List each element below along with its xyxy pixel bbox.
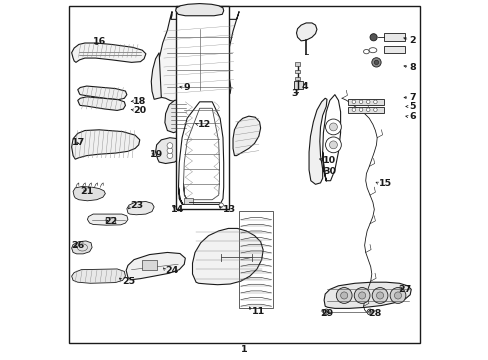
Text: 1: 1 xyxy=(241,345,247,354)
Circle shape xyxy=(389,288,405,303)
Text: 5: 5 xyxy=(408,102,415,111)
Text: 14: 14 xyxy=(171,205,184,214)
Polygon shape xyxy=(78,97,125,111)
Text: 19: 19 xyxy=(149,150,163,159)
Polygon shape xyxy=(126,202,154,215)
Circle shape xyxy=(340,292,347,299)
Polygon shape xyxy=(72,130,140,159)
Polygon shape xyxy=(151,53,161,99)
Bar xyxy=(295,77,299,80)
Circle shape xyxy=(219,203,223,207)
Bar xyxy=(239,211,273,308)
Bar xyxy=(347,99,383,105)
Circle shape xyxy=(373,108,376,112)
Bar xyxy=(106,217,115,223)
Circle shape xyxy=(167,143,172,148)
Circle shape xyxy=(373,60,378,64)
Circle shape xyxy=(373,100,376,104)
Text: 10: 10 xyxy=(323,156,336,165)
Circle shape xyxy=(368,311,371,314)
Circle shape xyxy=(325,137,341,153)
Polygon shape xyxy=(73,186,105,201)
Bar xyxy=(142,260,156,270)
Text: 6: 6 xyxy=(408,112,415,121)
Circle shape xyxy=(366,309,372,315)
Polygon shape xyxy=(72,43,145,62)
Polygon shape xyxy=(233,116,260,156)
Polygon shape xyxy=(72,269,125,283)
Circle shape xyxy=(359,100,362,104)
Circle shape xyxy=(369,34,376,41)
Text: 20: 20 xyxy=(133,105,146,114)
Polygon shape xyxy=(324,282,410,309)
Polygon shape xyxy=(175,4,223,16)
Circle shape xyxy=(329,141,337,149)
Text: 24: 24 xyxy=(164,266,178,275)
Text: 8: 8 xyxy=(408,63,415,72)
Text: 26: 26 xyxy=(72,241,85,250)
Text: 9: 9 xyxy=(183,83,190,92)
Circle shape xyxy=(358,292,365,299)
Polygon shape xyxy=(164,99,190,133)
Bar xyxy=(383,33,405,41)
Polygon shape xyxy=(158,12,239,105)
Polygon shape xyxy=(87,214,128,225)
Bar xyxy=(295,62,299,66)
Polygon shape xyxy=(72,241,92,254)
Text: 25: 25 xyxy=(122,276,135,285)
Circle shape xyxy=(329,123,337,131)
Text: 7: 7 xyxy=(408,93,415,102)
Circle shape xyxy=(351,100,355,104)
Circle shape xyxy=(376,292,383,299)
Circle shape xyxy=(366,100,369,104)
Bar xyxy=(175,6,228,209)
Text: 30: 30 xyxy=(323,167,336,176)
Text: 29: 29 xyxy=(319,309,332,318)
Circle shape xyxy=(167,153,172,158)
Bar xyxy=(347,107,383,113)
Text: 11: 11 xyxy=(251,307,264,316)
Bar xyxy=(293,81,303,89)
Text: 28: 28 xyxy=(367,309,381,318)
Circle shape xyxy=(394,292,401,299)
Circle shape xyxy=(324,311,327,314)
Text: 13: 13 xyxy=(223,205,236,214)
Circle shape xyxy=(336,288,351,303)
Polygon shape xyxy=(296,23,316,41)
Circle shape xyxy=(323,309,328,315)
Text: 16: 16 xyxy=(93,37,106,46)
Polygon shape xyxy=(78,86,126,100)
Circle shape xyxy=(371,288,387,303)
Circle shape xyxy=(366,108,369,112)
Polygon shape xyxy=(192,228,263,285)
Text: 15: 15 xyxy=(378,179,391,188)
Circle shape xyxy=(353,288,369,303)
Circle shape xyxy=(359,108,362,112)
Polygon shape xyxy=(155,138,183,163)
Bar xyxy=(295,69,299,73)
Circle shape xyxy=(325,119,341,135)
Bar xyxy=(184,198,193,204)
Text: 12: 12 xyxy=(198,120,211,129)
Text: 23: 23 xyxy=(130,201,143,210)
Circle shape xyxy=(167,148,172,153)
Text: 18: 18 xyxy=(133,96,146,105)
Text: 4: 4 xyxy=(301,82,307,91)
Text: 17: 17 xyxy=(72,138,85,147)
Polygon shape xyxy=(308,98,326,184)
Polygon shape xyxy=(126,252,185,280)
Text: 21: 21 xyxy=(80,187,93,196)
Circle shape xyxy=(351,108,355,112)
Text: 2: 2 xyxy=(408,36,415,45)
Text: 27: 27 xyxy=(398,285,411,294)
Text: 22: 22 xyxy=(104,217,117,226)
Bar xyxy=(383,45,405,53)
Circle shape xyxy=(371,58,380,67)
Text: 3: 3 xyxy=(290,89,297,98)
